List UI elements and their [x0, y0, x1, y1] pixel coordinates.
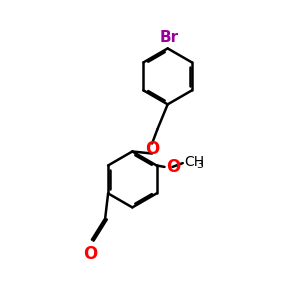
- Text: 3: 3: [196, 160, 204, 170]
- Text: O: O: [166, 158, 180, 176]
- Text: O: O: [145, 140, 159, 158]
- Text: CH: CH: [184, 154, 204, 169]
- Text: Br: Br: [160, 30, 179, 45]
- Text: O: O: [83, 245, 98, 263]
